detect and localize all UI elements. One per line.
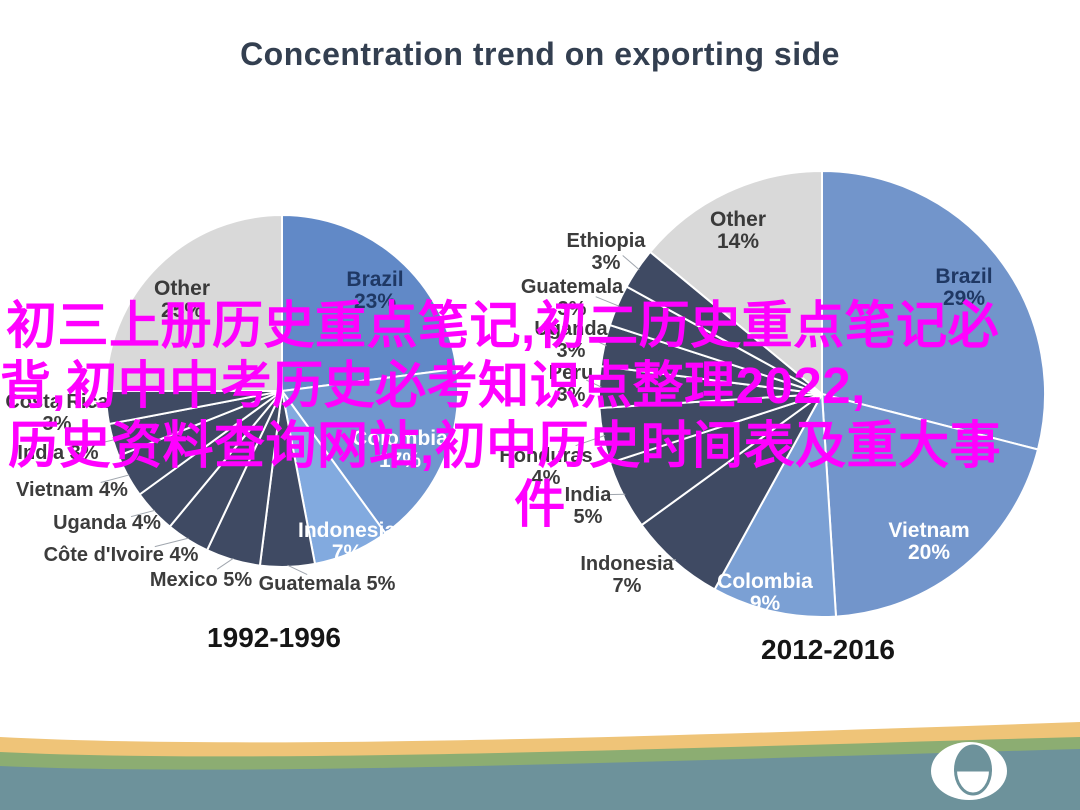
pie-label-1992-1996-mexico: Mexico 5% xyxy=(150,569,252,591)
pie-slice-2012-2016-brazil xyxy=(821,170,1046,451)
bean-logo xyxy=(931,742,1007,800)
footer-wave-teal xyxy=(0,749,1080,810)
left-pie-caption: 1992-1996 xyxy=(207,622,341,653)
pie-label-2012-2016-brazil: 29% xyxy=(943,287,985,310)
pie-slice-2012-2016-colombia xyxy=(713,393,837,619)
pie-label-2012-2016-other: 14% xyxy=(717,230,759,253)
leader-line-costa-rica xyxy=(82,404,109,408)
pie-label-2012-2016-colombia: Colombia xyxy=(717,570,813,593)
leader-line-uganda xyxy=(588,336,607,347)
pie-label-2012-2016-ethiopia: Ethiopia xyxy=(567,230,647,252)
pie-label-2012-2016-indonesia: 7% xyxy=(613,575,642,597)
pie-label-2012-2016-india: India xyxy=(565,484,613,506)
pie-label-1992-1996-brazil: Brazil xyxy=(346,268,403,291)
pie-label-2012-2016-guatemala: 3% xyxy=(558,298,587,320)
leader-line-guatemala xyxy=(595,296,620,307)
pie-label-1992-1996-uganda: Uganda 4% xyxy=(53,512,161,534)
pie-label-2012-2016-peru: Peru xyxy=(549,362,593,384)
pie-slice-2012-2016-vietnam xyxy=(821,393,1039,618)
pie-label-2012-2016-honduras: 4% xyxy=(532,467,561,489)
pie-label-1992-1996-india: India 3% xyxy=(17,442,98,464)
pie-label-2012-2016-ethiopia: 3% xyxy=(592,252,621,274)
pie-label-2012-2016-guatemala: Guatemala xyxy=(521,276,624,298)
pie-label-1992-1996-other: Other xyxy=(154,277,210,300)
pie-label-2012-2016-brazil: Brazil xyxy=(935,265,992,288)
pie-slice-1992-1996-colombia xyxy=(281,367,459,535)
pie-label-2012-2016-uganda: Uganda xyxy=(534,318,608,340)
pie-slice-2012-2016-other xyxy=(649,170,823,395)
leader-line-mexico xyxy=(216,557,234,570)
pie-label-2012-2016-india: 5% xyxy=(574,506,603,528)
pie-label-1992-1996-c-te-d-ivoire: Côte d'Ivoire 4% xyxy=(44,544,199,566)
pie-label-2012-2016-indonesia: Indonesia xyxy=(580,553,674,575)
leader-line-uganda xyxy=(130,509,156,518)
leader-line-ethiopia xyxy=(622,255,640,271)
pie-label-1992-1996-costa-rica: Costa Rica xyxy=(5,391,109,413)
leader-line-vietnam xyxy=(100,474,130,483)
pie-label-2012-2016-peru: 3% xyxy=(557,384,586,406)
leader-line-honduras xyxy=(575,434,606,447)
leader-line-guatemala xyxy=(287,564,308,576)
pie-label-1992-1996-vietnam: Vietnam 4% xyxy=(16,479,128,501)
pie-label-1992-1996-guatemala: Guatemala 5% xyxy=(259,573,396,595)
footer-wave xyxy=(0,722,1080,810)
leader-line-indonesia xyxy=(651,559,677,563)
pie-slice-1992-1996-other xyxy=(105,214,283,392)
pie-label-2012-2016-other: Other xyxy=(710,208,766,231)
pie-label-2012-2016-vietnam: Vietnam xyxy=(888,519,969,542)
pie-label-2012-2016-uganda: 3% xyxy=(557,340,586,362)
pie-label-2012-2016-honduras: Honduras xyxy=(499,445,592,467)
leader-line-c-te-d-ivoire xyxy=(154,537,189,548)
leader-line-india xyxy=(86,439,115,447)
pie-label-1992-1996-colombia: Colombia xyxy=(352,427,448,450)
pie-label-1992-1996-indonesia: 7% xyxy=(332,541,363,564)
pie-label-1992-1996-other: 25% xyxy=(161,299,203,322)
pie-label-1992-1996-indonesia: Indonesia xyxy=(298,519,396,542)
pie-label-2012-2016-vietnam: 20% xyxy=(908,541,950,564)
pie-label-1992-1996-brazil: 23% xyxy=(354,290,396,313)
pie-label-1992-1996-costa-rica: 3% xyxy=(43,413,72,435)
pie-label-1992-1996-colombia: 17% xyxy=(379,449,421,472)
pies-group: Brazil23%Colombia17%Indonesia7%Guatemala… xyxy=(5,170,1046,619)
slide-title: Concentration trend on exporting side xyxy=(240,36,840,72)
right-pie-caption: 2012-2016 xyxy=(761,634,895,665)
pie-label-2012-2016-colombia: 9% xyxy=(750,592,781,615)
pie-slice-1992-1996-brazil xyxy=(281,214,458,392)
leader-line-peru xyxy=(585,379,602,388)
